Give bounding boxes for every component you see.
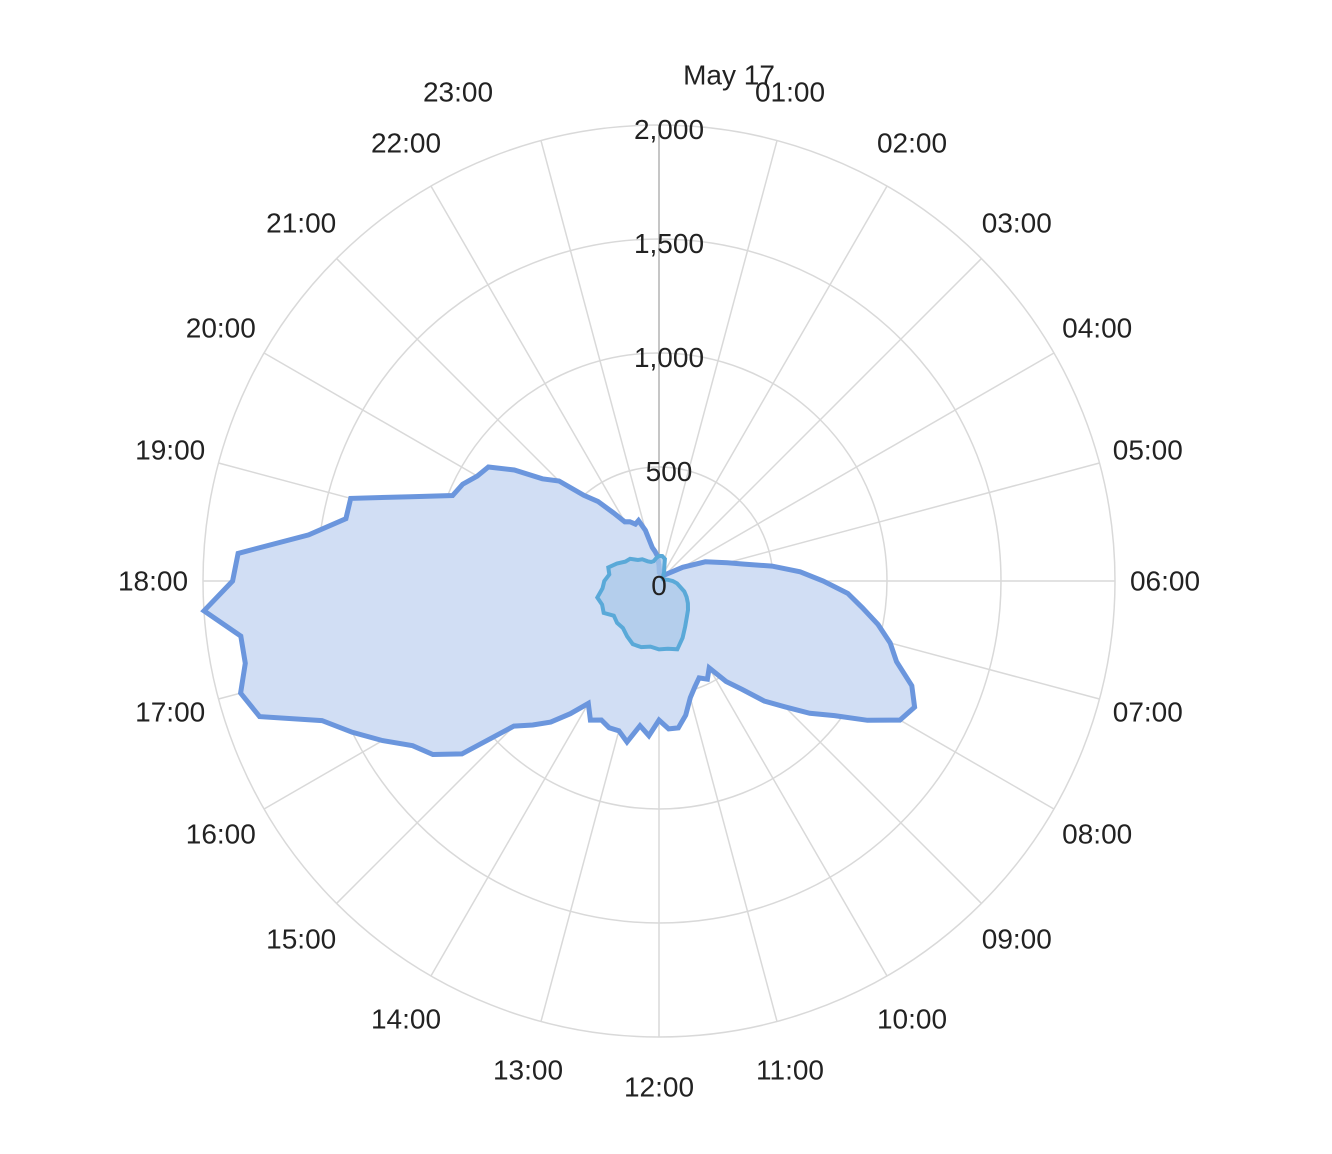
angular-tick-label: 02:00 [877,127,947,158]
angular-tick-label: 08:00 [1062,819,1132,850]
angular-tick-label: 19:00 [135,435,205,466]
radial-tick-label: 2,000 [634,114,704,145]
angular-tick-label: 04:00 [1062,313,1132,344]
angular-tick-label: 06:00 [1130,566,1200,597]
angular-tick-label: 23:00 [423,77,493,108]
series-layer [200,464,918,758]
grid-spoke-3 [658,258,982,582]
angular-tick-label: 14:00 [371,1004,441,1035]
angular-tick-label: 16:00 [186,819,256,850]
angular-tick-label: May 17 [683,60,775,91]
grid-spoke-1 [658,140,778,582]
grid-spoke-22 [430,185,660,582]
angular-tick-label: 15:00 [266,923,336,954]
grid-spoke-2 [658,185,888,582]
grid-spoke-23 [540,140,660,582]
series-0-area [200,464,918,758]
angular-tick-label: 10:00 [877,1004,947,1035]
angular-tick-label: 17:00 [135,697,205,728]
angular-tick-label: 21:00 [266,208,336,239]
angular-tick-label: 13:00 [493,1054,563,1085]
angular-tick-label: 20:00 [186,313,256,344]
series-1-area [594,553,691,652]
angular-tick-label: 12:00 [624,1072,694,1103]
radial-axis-labels: 0 500 1,000 1,500 2,000 [634,114,704,601]
angular-tick-label: 01:00 [755,77,825,108]
radial-tick-label: 1,500 [634,228,704,259]
radial-tick-label: 1,000 [634,342,704,373]
angular-tick-label: 22:00 [371,127,441,158]
angular-tick-label: 18:00 [118,566,188,597]
angular-tick-label: 11:00 [756,1054,824,1085]
radial-tick-label: 0 [651,570,667,601]
angular-tick-label: 09:00 [982,923,1052,954]
angular-tick-label: 03:00 [982,208,1052,239]
radial-tick-label: 500 [646,456,693,487]
angular-tick-label: 05:00 [1113,435,1183,466]
angular-tick-label: 07:00 [1113,697,1183,728]
grid-spoke-4 [658,352,1055,582]
